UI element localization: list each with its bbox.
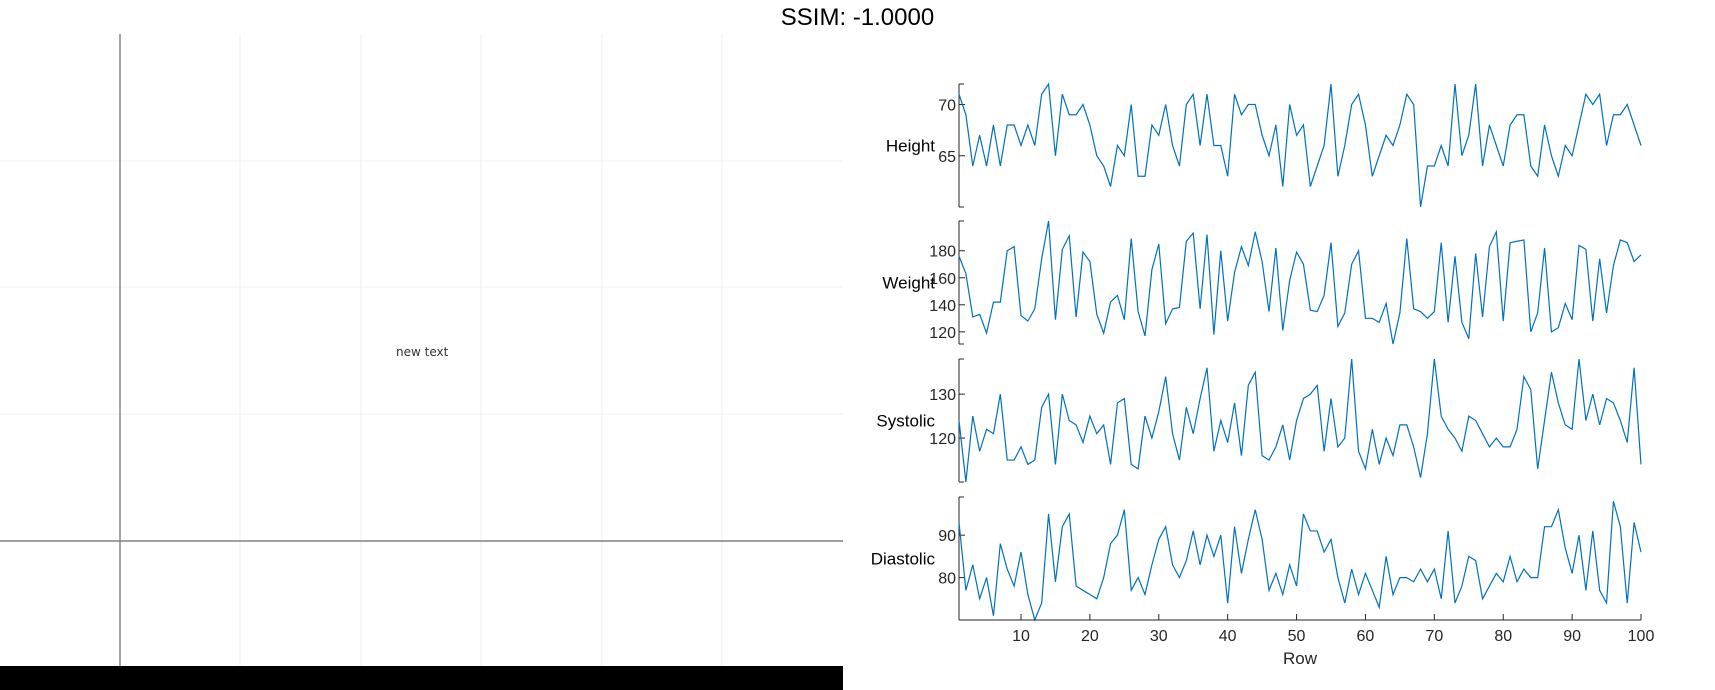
x-tick-label: 60 [1357,628,1375,645]
x-tick-label: 50 [1288,628,1306,645]
annotation-text: new text [396,345,449,359]
x-tick-label: 20 [1081,628,1099,645]
height-y-tick-label: 65 [938,149,956,166]
systolic-y-tick-label: 120 [929,431,956,448]
weight-y-tick-label: 160 [929,271,956,288]
x-tick-label: 40 [1219,628,1237,645]
x-tick-label: 10 [1012,628,1030,645]
diastolic-y-tick-label: 90 [938,528,956,545]
systolic-series-line [958,358,1642,483]
left-panel-footer-bar [0,666,843,690]
weight-y-tick-label: 180 [929,244,956,261]
weight-label: Weight [882,274,935,293]
weight-series-line [958,220,1642,345]
diastolic-label: Diastolic [871,550,936,569]
x-axis-label: Row [1283,649,1318,668]
x-tick-label: 30 [1150,628,1168,645]
systolic-y-tick-label: 130 [929,387,956,404]
left-grid [0,34,843,666]
left-axes: new text [0,34,843,666]
weight-y-tick-label: 140 [929,298,956,315]
weight-y-tick-label: 120 [929,325,956,342]
x-tick-label: 90 [1563,628,1581,645]
height-y-tick-label: 70 [938,98,956,115]
x-tick-label: 100 [1628,628,1655,645]
x-tick-label: 80 [1494,628,1512,645]
page-title: SSIM: -1.0000 [780,4,935,31]
x-tick-label: 70 [1425,628,1443,645]
diastolic-series-line [958,501,1642,622]
height-series-line [958,82,1642,208]
left-panel: new text [0,34,843,666]
diastolic-y-tick-label: 80 [938,571,956,588]
systolic-label: Systolic [876,412,935,431]
height-label: Height [886,137,935,156]
